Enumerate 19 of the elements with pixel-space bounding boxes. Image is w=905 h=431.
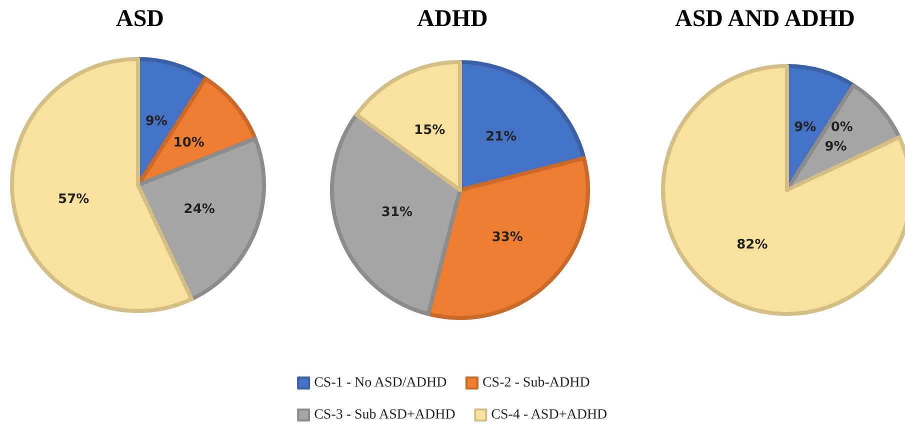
data-label: 24% [184,202,215,217]
data-label: 31% [381,205,413,220]
chart-title: ADHD [417,6,488,32]
legend-label: CS-3 - Sub ASD+ADHD [314,408,456,422]
legend-label: CS-2 - Sub-ADHD [482,376,590,390]
text: 0% [830,120,853,136]
data-label: 10% [173,135,204,150]
data-label: 9% [824,140,847,155]
data-label: 82% [736,237,768,252]
data-label: 21% [486,130,517,145]
chart-title: ASD AND ADHD [674,6,856,32]
chart-title: ASD [116,6,164,32]
data-label: 33% [492,230,523,245]
data-label: 9% [145,114,168,130]
data-label: 9% [794,120,816,136]
legend-label: CS-1 - No ASD/ADHD [314,376,447,390]
legend-label: CS-4 - ASD+ADHD [491,408,608,422]
data-label: 15% [414,122,446,138]
data-label: 57% [58,192,90,207]
